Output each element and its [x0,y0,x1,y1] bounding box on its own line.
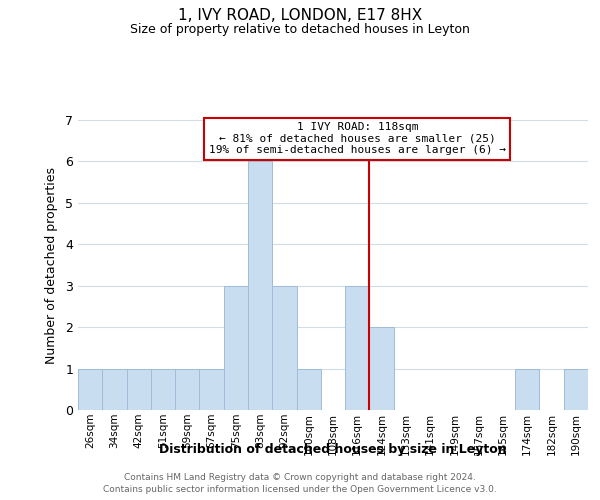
Bar [296,368,321,410]
Bar [199,368,224,410]
Bar [248,162,272,410]
Bar [102,368,127,410]
Bar [515,368,539,410]
Text: Distribution of detached houses by size in Leyton: Distribution of detached houses by size … [159,444,507,456]
Text: Contains HM Land Registry data © Crown copyright and database right 2024.: Contains HM Land Registry data © Crown c… [124,473,476,482]
Bar [272,286,296,410]
Text: 1 IVY ROAD: 118sqm
← 81% of detached houses are smaller (25)
19% of semi-detache: 1 IVY ROAD: 118sqm ← 81% of detached hou… [209,122,506,155]
Text: 1, IVY ROAD, LONDON, E17 8HX: 1, IVY ROAD, LONDON, E17 8HX [178,8,422,22]
Bar [175,368,199,410]
Text: Size of property relative to detached houses in Leyton: Size of property relative to detached ho… [130,22,470,36]
Y-axis label: Number of detached properties: Number of detached properties [45,166,58,364]
Bar [127,368,151,410]
Bar [151,368,175,410]
Bar [78,368,102,410]
Bar [224,286,248,410]
Bar [564,368,588,410]
Bar [370,327,394,410]
Bar [345,286,370,410]
Text: Contains public sector information licensed under the Open Government Licence v3: Contains public sector information licen… [103,486,497,494]
